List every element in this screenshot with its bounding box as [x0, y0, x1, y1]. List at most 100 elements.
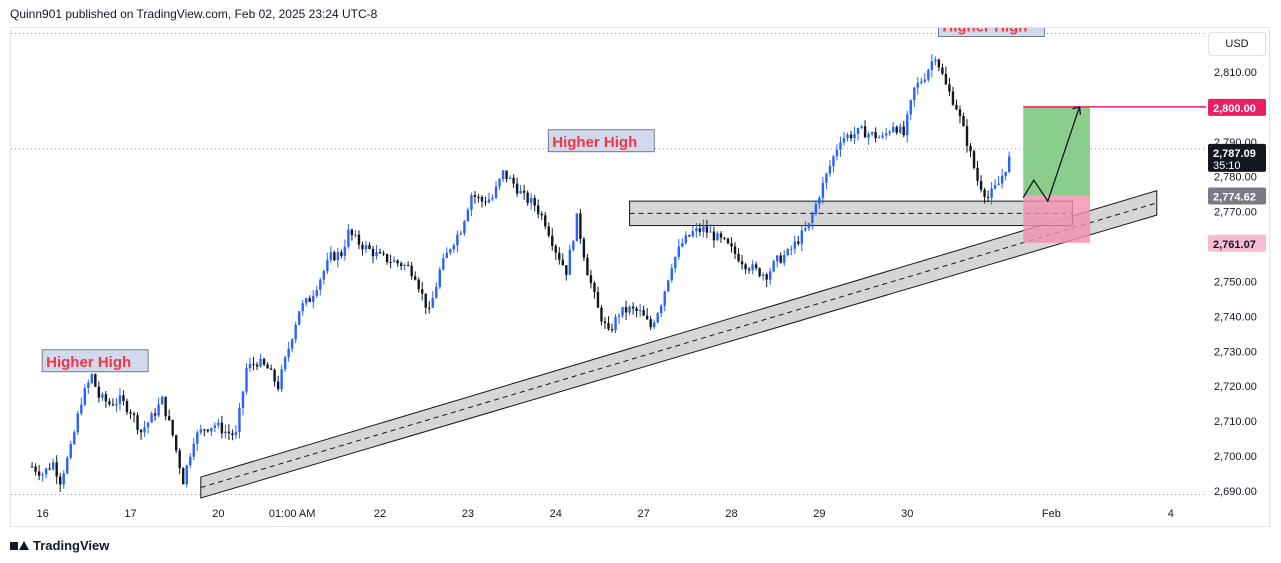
- candle-body: [621, 307, 624, 316]
- candle-body: [638, 310, 642, 312]
- candle-body: [59, 476, 62, 485]
- price-chart[interactable]: 2,690.00 2,700.00 2,710.00 2,720.00 2,730.00…: [11, 28, 1269, 526]
- candle-body: [231, 433, 234, 435]
- candle-body: [965, 126, 969, 146]
- candle-body: [607, 322, 610, 329]
- candle-body: [354, 234, 357, 236]
- candle-body: [783, 255, 786, 263]
- candle-body: [930, 61, 934, 70]
- candle-body: [294, 324, 297, 340]
- candle-body: [628, 306, 631, 313]
- candle-body: [301, 303, 304, 312]
- candle-body: [1007, 156, 1011, 172]
- publish-info: Quinn901 published on TradingView.com, F…: [10, 7, 378, 21]
- candle-body: [839, 142, 842, 150]
- candle-body: [761, 274, 765, 277]
- chart-frame[interactable]: 2,690.00 2,700.00 2,710.00 2,720.00 2,730.00…: [10, 27, 1270, 527]
- candle-body: [298, 311, 301, 325]
- candle-body: [87, 382, 90, 389]
- candle-body: [146, 422, 150, 428]
- candle-body: [108, 401, 111, 405]
- candle-body: [494, 186, 498, 198]
- candle-body: [480, 197, 484, 202]
- candle-body: [491, 197, 494, 200]
- price-tag: [1208, 98, 1266, 116]
- candle-body: [283, 357, 287, 370]
- candle-body: [976, 167, 979, 181]
- candle-body: [846, 134, 849, 139]
- candle-body: [322, 271, 326, 280]
- candle-body: [554, 245, 557, 253]
- tradingview-brand[interactable]: TradingView: [10, 538, 109, 553]
- candle-body: [199, 429, 202, 433]
- x-tick-label: 28: [725, 508, 737, 520]
- candle-body: [716, 233, 719, 241]
- price-tag-label: 2,787.09: [1213, 148, 1256, 160]
- candle-body: [645, 315, 649, 320]
- candle-body: [456, 234, 459, 246]
- higher-high-label: Higher High: [41, 349, 149, 373]
- candle-body: [515, 183, 519, 194]
- candle-body: [37, 471, 41, 476]
- candle-body: [290, 339, 294, 349]
- candle-body: [421, 289, 424, 294]
- y-tick-label: 2,740.00: [1214, 311, 1257, 323]
- candle-body: [132, 413, 136, 416]
- candle-body: [259, 358, 262, 367]
- y-tick-label: 2,720.00: [1214, 381, 1257, 393]
- candle-body: [899, 126, 902, 133]
- candle-body: [1000, 175, 1004, 184]
- candle-body: [867, 133, 870, 138]
- candle-body: [656, 313, 659, 323]
- candle-body: [719, 233, 723, 238]
- y-tick-label: 2,710.00: [1214, 416, 1257, 428]
- candle-body: [196, 432, 199, 444]
- candle-body: [182, 468, 185, 485]
- x-tick-label: 27: [638, 508, 650, 520]
- candle-body: [234, 432, 238, 435]
- candle-body: [69, 444, 72, 458]
- candle-body: [189, 456, 192, 466]
- label-text: Higher High: [552, 134, 637, 151]
- candle-body: [266, 364, 269, 369]
- candle-body: [44, 468, 48, 475]
- candle-body: [90, 374, 94, 383]
- candle-body: [118, 395, 122, 404]
- candle-body: [561, 259, 565, 266]
- candle-body: [143, 427, 146, 433]
- candle-body: [326, 259, 329, 272]
- candle-body: [329, 252, 333, 260]
- candle-body: [962, 116, 965, 127]
- candle-body: [779, 255, 782, 263]
- candle-body: [512, 177, 515, 184]
- candle-body: [642, 310, 645, 316]
- candle-body: [624, 307, 628, 313]
- candle-body: [210, 427, 213, 432]
- x-tick-label: 01:00 AM: [269, 508, 315, 520]
- candle-body: [923, 79, 927, 82]
- candle-body: [1004, 171, 1007, 176]
- tradingview-logo-icon: [10, 541, 29, 550]
- currency-button[interactable]: USD: [1208, 32, 1266, 56]
- x-tick-label: 16: [37, 508, 49, 520]
- candle-body: [389, 262, 392, 264]
- candle-body: [670, 268, 673, 281]
- candle-body: [610, 328, 614, 331]
- candle-body: [442, 258, 445, 270]
- candle-body: [51, 462, 55, 470]
- projection-arrow: [1022, 106, 1081, 203]
- candle-body: [473, 195, 477, 197]
- candle-body: [895, 126, 898, 133]
- candle-body: [589, 275, 593, 284]
- candle-body: [224, 431, 227, 434]
- arrowhead-icon: [1072, 106, 1082, 115]
- candle-body: [958, 109, 962, 117]
- candle-body: [811, 214, 814, 223]
- candle-body: [547, 226, 550, 236]
- candle-body: [174, 435, 178, 451]
- candle-body: [417, 279, 420, 290]
- candle-body: [350, 229, 354, 236]
- candle-body: [730, 243, 733, 247]
- candle-body: [424, 293, 427, 308]
- candle-body: [115, 403, 118, 406]
